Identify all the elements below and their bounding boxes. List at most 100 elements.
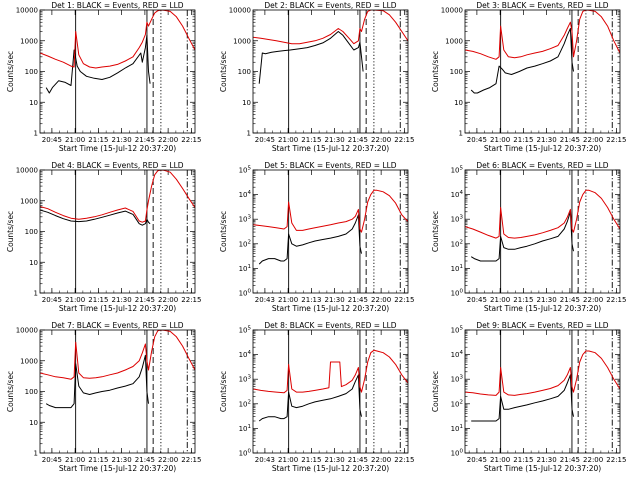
y-axis-label: Counts/sec (431, 51, 440, 92)
detector-panel-6: 100 101 102 103 104 105 20:45 21:00 21:15 21:30 21… (431, 161, 626, 313)
events-series-line (40, 209, 151, 226)
y-tick-label: 10 (29, 419, 38, 427)
detector-panel-3: 1 10 100 1000 10000 20:45 21:00 21:15 21:30 21:45… (431, 1, 626, 153)
y-tick-label: 103 (451, 215, 464, 224)
y-axis-label: Counts/sec (219, 51, 228, 92)
x-tick-label: 21:15 (513, 456, 533, 464)
x-tick-label: 22:15 (394, 296, 414, 304)
x-axis-label: Start Time (15-Jul-12 20:37:20) (272, 464, 389, 473)
y-tick-label: 105 (239, 166, 252, 175)
y-tick-label: 100 (451, 289, 464, 298)
panel-title: Det 5: BLACK = Events, RED = LLD (264, 161, 396, 170)
y-tick-label: 104 (239, 190, 252, 199)
panel-title: Det 8: BLACK = Events, RED = LLD (264, 321, 396, 330)
y-tick-label: 100 (238, 68, 251, 76)
y-tick-label: 100 (450, 68, 463, 76)
y-tick-label: 101 (451, 424, 463, 433)
y-tick-label: 10 (29, 99, 38, 107)
events-series-line (470, 211, 574, 262)
y-tick-label: 1 (34, 450, 38, 458)
x-tick-label: 22:00 (158, 136, 178, 144)
x-tick-label: 22:15 (606, 296, 626, 304)
y-tick-label: 1000 (20, 197, 38, 205)
x-tick-label: 22:00 (583, 296, 603, 304)
x-tick-label: 22:15 (181, 456, 201, 464)
lld-series-line (253, 10, 408, 45)
x-tick-label: 21:30 (325, 136, 345, 144)
x-tick-label: 22:00 (583, 136, 603, 144)
detector-panel-8: 100 101 102 103 104 105 20:43 21:00 21:15 21:30 21… (219, 321, 414, 473)
y-tick-label: 10000 (16, 7, 38, 15)
x-tick-label: 22:15 (181, 296, 201, 304)
y-tick-label: 101 (451, 264, 463, 273)
plot-frame (252, 9, 409, 134)
x-tick-label: 20:43 (255, 456, 275, 464)
lld-series-line (253, 349, 408, 394)
y-tick-label: 104 (451, 350, 464, 359)
y-tick-label: 105 (451, 166, 464, 175)
plot-frame (464, 169, 621, 294)
y-tick-label: 102 (239, 399, 251, 408)
x-tick-label: 22:15 (394, 456, 414, 464)
x-tick-label: 22:00 (158, 456, 178, 464)
x-axis-label: Start Time (15-Jul-12 20:37:20) (484, 304, 601, 313)
y-tick-label: 1000 (20, 357, 38, 365)
x-tick-label: 22:00 (371, 136, 391, 144)
detector-panel-7: 1 10 100 1000 10000 20:45 21:00 21:15 21:30 21:45… (6, 321, 201, 473)
y-tick-label: 102 (451, 239, 463, 248)
panel-title: Det 2: BLACK = Events, RED = LLD (264, 1, 396, 10)
x-tick-label: 21:30 (325, 296, 345, 304)
plot-frame (464, 329, 621, 454)
y-tick-label: 104 (451, 190, 464, 199)
x-tick-label: 21:30 (325, 456, 345, 464)
x-tick-label: 21:15 (301, 456, 321, 464)
x-tick-label: 20:45 (467, 296, 487, 304)
x-tick-label: 21:30 (112, 296, 132, 304)
y-tick-label: 104 (239, 350, 252, 359)
detector-panel-4: 1 10 100 1000 10000 20:45 21:00 21:15 21:30 21:45… (6, 161, 201, 313)
x-tick-label: 21:45 (348, 456, 368, 464)
events-series-line (45, 34, 151, 94)
x-axis-label: Start Time (15-Jul-12 20:37:20) (484, 144, 601, 153)
events-series-line (470, 28, 574, 94)
plot-frame (39, 169, 196, 294)
x-tick-label: 21:15 (301, 136, 321, 144)
y-tick-label: 1000 (233, 37, 251, 45)
y-tick-label: 100 (239, 289, 252, 298)
x-tick-label: 21:45 (135, 136, 155, 144)
x-tick-label: 22:15 (394, 136, 414, 144)
y-tick-label: 100 (25, 228, 38, 236)
x-tick-label: 22:00 (158, 296, 178, 304)
y-tick-label: 102 (451, 399, 463, 408)
x-tick-label: 21:30 (537, 456, 557, 464)
y-tick-label: 1 (34, 130, 38, 138)
detector-panel-9: 100 101 102 103 104 105 20:45 21:00 21:15 21:30 21… (431, 321, 626, 473)
lld-series-line (465, 10, 620, 60)
y-tick-label: 103 (451, 375, 464, 384)
y-axis-label: Counts/sec (431, 371, 440, 412)
x-tick-label: 21:45 (560, 296, 580, 304)
y-tick-label: 1 (459, 130, 463, 138)
x-tick-label: 21:15 (88, 296, 108, 304)
x-tick-label: 21:00 (490, 136, 510, 144)
plot-frame (252, 329, 409, 454)
events-series-line (45, 354, 149, 409)
x-tick-label: 21:45 (135, 456, 155, 464)
x-tick-label: 20:45 (42, 456, 62, 464)
x-tick-label: 21:45 (348, 136, 368, 144)
y-tick-label: 10 (29, 259, 38, 267)
y-tick-label: 105 (451, 326, 464, 335)
x-tick-label: 22:15 (606, 456, 626, 464)
y-tick-label: 10000 (229, 7, 251, 15)
y-tick-label: 10 (242, 99, 251, 107)
x-axis-label: Start Time (15-Jul-12 20:37:20) (59, 144, 176, 153)
x-tick-label: 21:00 (278, 456, 298, 464)
x-tick-label: 22:15 (181, 136, 201, 144)
x-tick-label: 20:45 (467, 136, 487, 144)
panel-title: Det 3: BLACK = Events, RED = LLD (476, 1, 608, 10)
x-tick-label: 21:00 (65, 136, 85, 144)
x-tick-label: 22:15 (606, 136, 626, 144)
x-tick-label: 21:00 (490, 296, 510, 304)
lld-series-line (465, 350, 620, 396)
y-tick-label: 10 (454, 99, 463, 107)
